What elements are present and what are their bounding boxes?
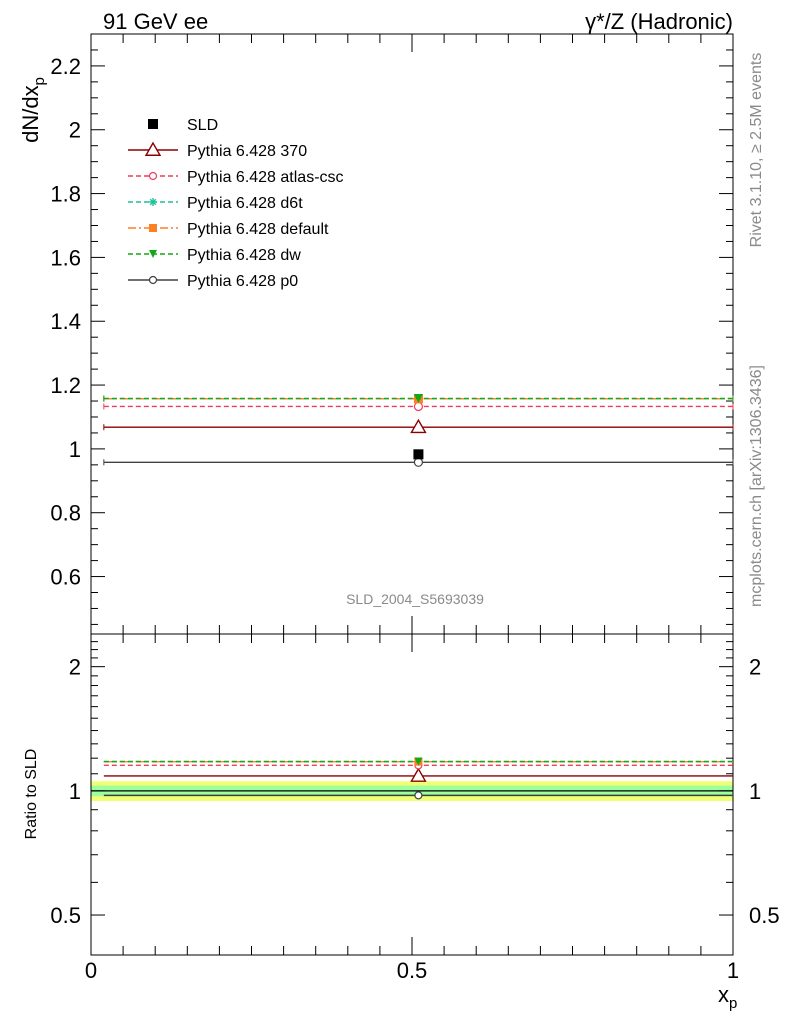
main-series-group — [103, 393, 734, 467]
main-y-label: dN/dxp — [18, 77, 48, 143]
ratio-y-tick-label-right: 0.5 — [749, 903, 780, 928]
ratio-series-pythia-6-428-p0 — [103, 791, 733, 800]
ratio-series-point — [410, 767, 427, 782]
header-right: γ*/Z (Hadronic) — [585, 9, 733, 34]
rivet-version: Rivet 3.1.10, ≥ 2.5M events — [748, 53, 765, 248]
svg-text:dN/dxp: dN/dxp — [18, 77, 48, 143]
ratio-series-pythia-6-428-370 — [103, 767, 733, 782]
ratio-x-label: xp — [718, 982, 737, 1012]
legend-item: Pythia 6.428 dw — [128, 247, 301, 264]
ratio-y-axis: 0.5 0.5 1 1 2 2 — [50, 633, 780, 956]
legend-label: Pythia 6.428 d6t — [187, 195, 303, 212]
main-y-tick-label: 1.8 — [50, 182, 81, 207]
series-point — [413, 393, 423, 403]
main-y-tick-label: 1.2 — [50, 373, 81, 398]
legend-label: Pythia 6.428 default — [187, 221, 329, 238]
x-tick-label: 1 — [727, 958, 739, 983]
series-point — [413, 457, 424, 467]
main-y-tick-label: 0.6 — [50, 565, 81, 590]
ratio-series-point — [414, 791, 423, 800]
ratio-y-tick-label: 1 — [69, 779, 81, 804]
main-panel: 0.6 0.8 1 1.2 1.4 1.6 1.8 2 2.2 dN/dxp SLD Pythia… — [18, 33, 734, 635]
main-y-label-sub: p — [31, 77, 48, 85]
legend-item: Pythia 6.428 370 — [128, 141, 307, 160]
legend-marker — [144, 141, 162, 156]
header-left: 91 GeV ee — [103, 9, 208, 34]
legend-item: Pythia 6.428 atlas-csc — [128, 169, 344, 186]
legend-marker — [149, 198, 157, 206]
legend-label: Pythia 6.428 atlas-csc — [187, 169, 344, 186]
legend-label: Pythia 6.428 dw — [187, 247, 301, 264]
legend-item: Pythia 6.428 d6t — [128, 195, 303, 212]
series-pythia-6-428-370 — [103, 418, 734, 434]
ratio-series-point — [414, 757, 423, 766]
ratio-x-label-sub: p — [729, 995, 737, 1012]
main-x-ticks — [90, 34, 734, 634]
legend-label: Pythia 6.428 p0 — [187, 273, 298, 290]
series-point — [413, 401, 424, 412]
main-y-tick-label: 1.4 — [50, 309, 81, 334]
x-tick-label: 0 — [85, 958, 97, 983]
main-y-tick-label: 2 — [69, 118, 81, 143]
mcplots-credit: mcplots.cern.ch [arXiv:1306.3436] — [748, 365, 765, 607]
ratio-panel: 0.5 0.51 12 2 0 0.5 1 Ratio to SLD xp — [23, 633, 780, 1012]
main-y-tick-label: 2.2 — [50, 54, 81, 79]
legend-item: Pythia 6.428 default — [128, 221, 329, 238]
legend-item: Pythia 6.428 p0 — [128, 273, 298, 290]
analysis-id: SLD_2004_S5693039 — [346, 591, 484, 607]
sld-data-point — [413, 449, 424, 460]
ratio-y-label: Ratio to SLD — [23, 749, 40, 840]
legend-marker — [148, 275, 158, 285]
main-y-tick-label: 0.8 — [50, 501, 81, 526]
series-point — [410, 418, 427, 434]
series-pythia-6-428-dw — [103, 393, 734, 403]
ratio-y-tick-label: 0.5 — [50, 903, 81, 928]
ratio-x-axis: 0 0.5 1 — [85, 634, 739, 983]
main-y-tick-label: 1 — [69, 437, 81, 462]
series-pythia-6-428-atlas-csc — [103, 401, 734, 412]
ratio-series-group — [103, 757, 733, 800]
legend-label: Pythia 6.428 370 — [187, 143, 307, 160]
ratio-x-label-text: x — [718, 982, 729, 1007]
main-y-tick-label: 1.6 — [50, 245, 81, 270]
ratio-y-tick-label-right: 2 — [749, 655, 761, 680]
legend-item: SLD — [148, 117, 218, 134]
main-y-label-text: dN/dx — [18, 85, 43, 142]
legend-marker — [149, 224, 157, 232]
ratio-y-tick-label: 2 — [69, 655, 81, 680]
legend-marker — [148, 119, 158, 129]
legend-label: SLD — [187, 117, 218, 134]
main-y-axis: 0.6 0.8 1 1.2 1.4 1.6 1.8 2 2.2 — [50, 49, 733, 625]
series-pythia-6-428-p0 — [103, 457, 734, 467]
ratio-y-tick-label-right: 1 — [749, 779, 761, 804]
x-tick-label: 0.5 — [397, 958, 428, 983]
legend: SLD Pythia 6.428 370 Pythia 6.428 atlas-cs… — [128, 117, 344, 290]
legend-marker — [149, 250, 157, 258]
ratio-uncertainty-band — [91, 781, 733, 801]
ratio-series-pythia-6-428-dw — [103, 757, 733, 766]
legend-marker — [148, 171, 158, 181]
